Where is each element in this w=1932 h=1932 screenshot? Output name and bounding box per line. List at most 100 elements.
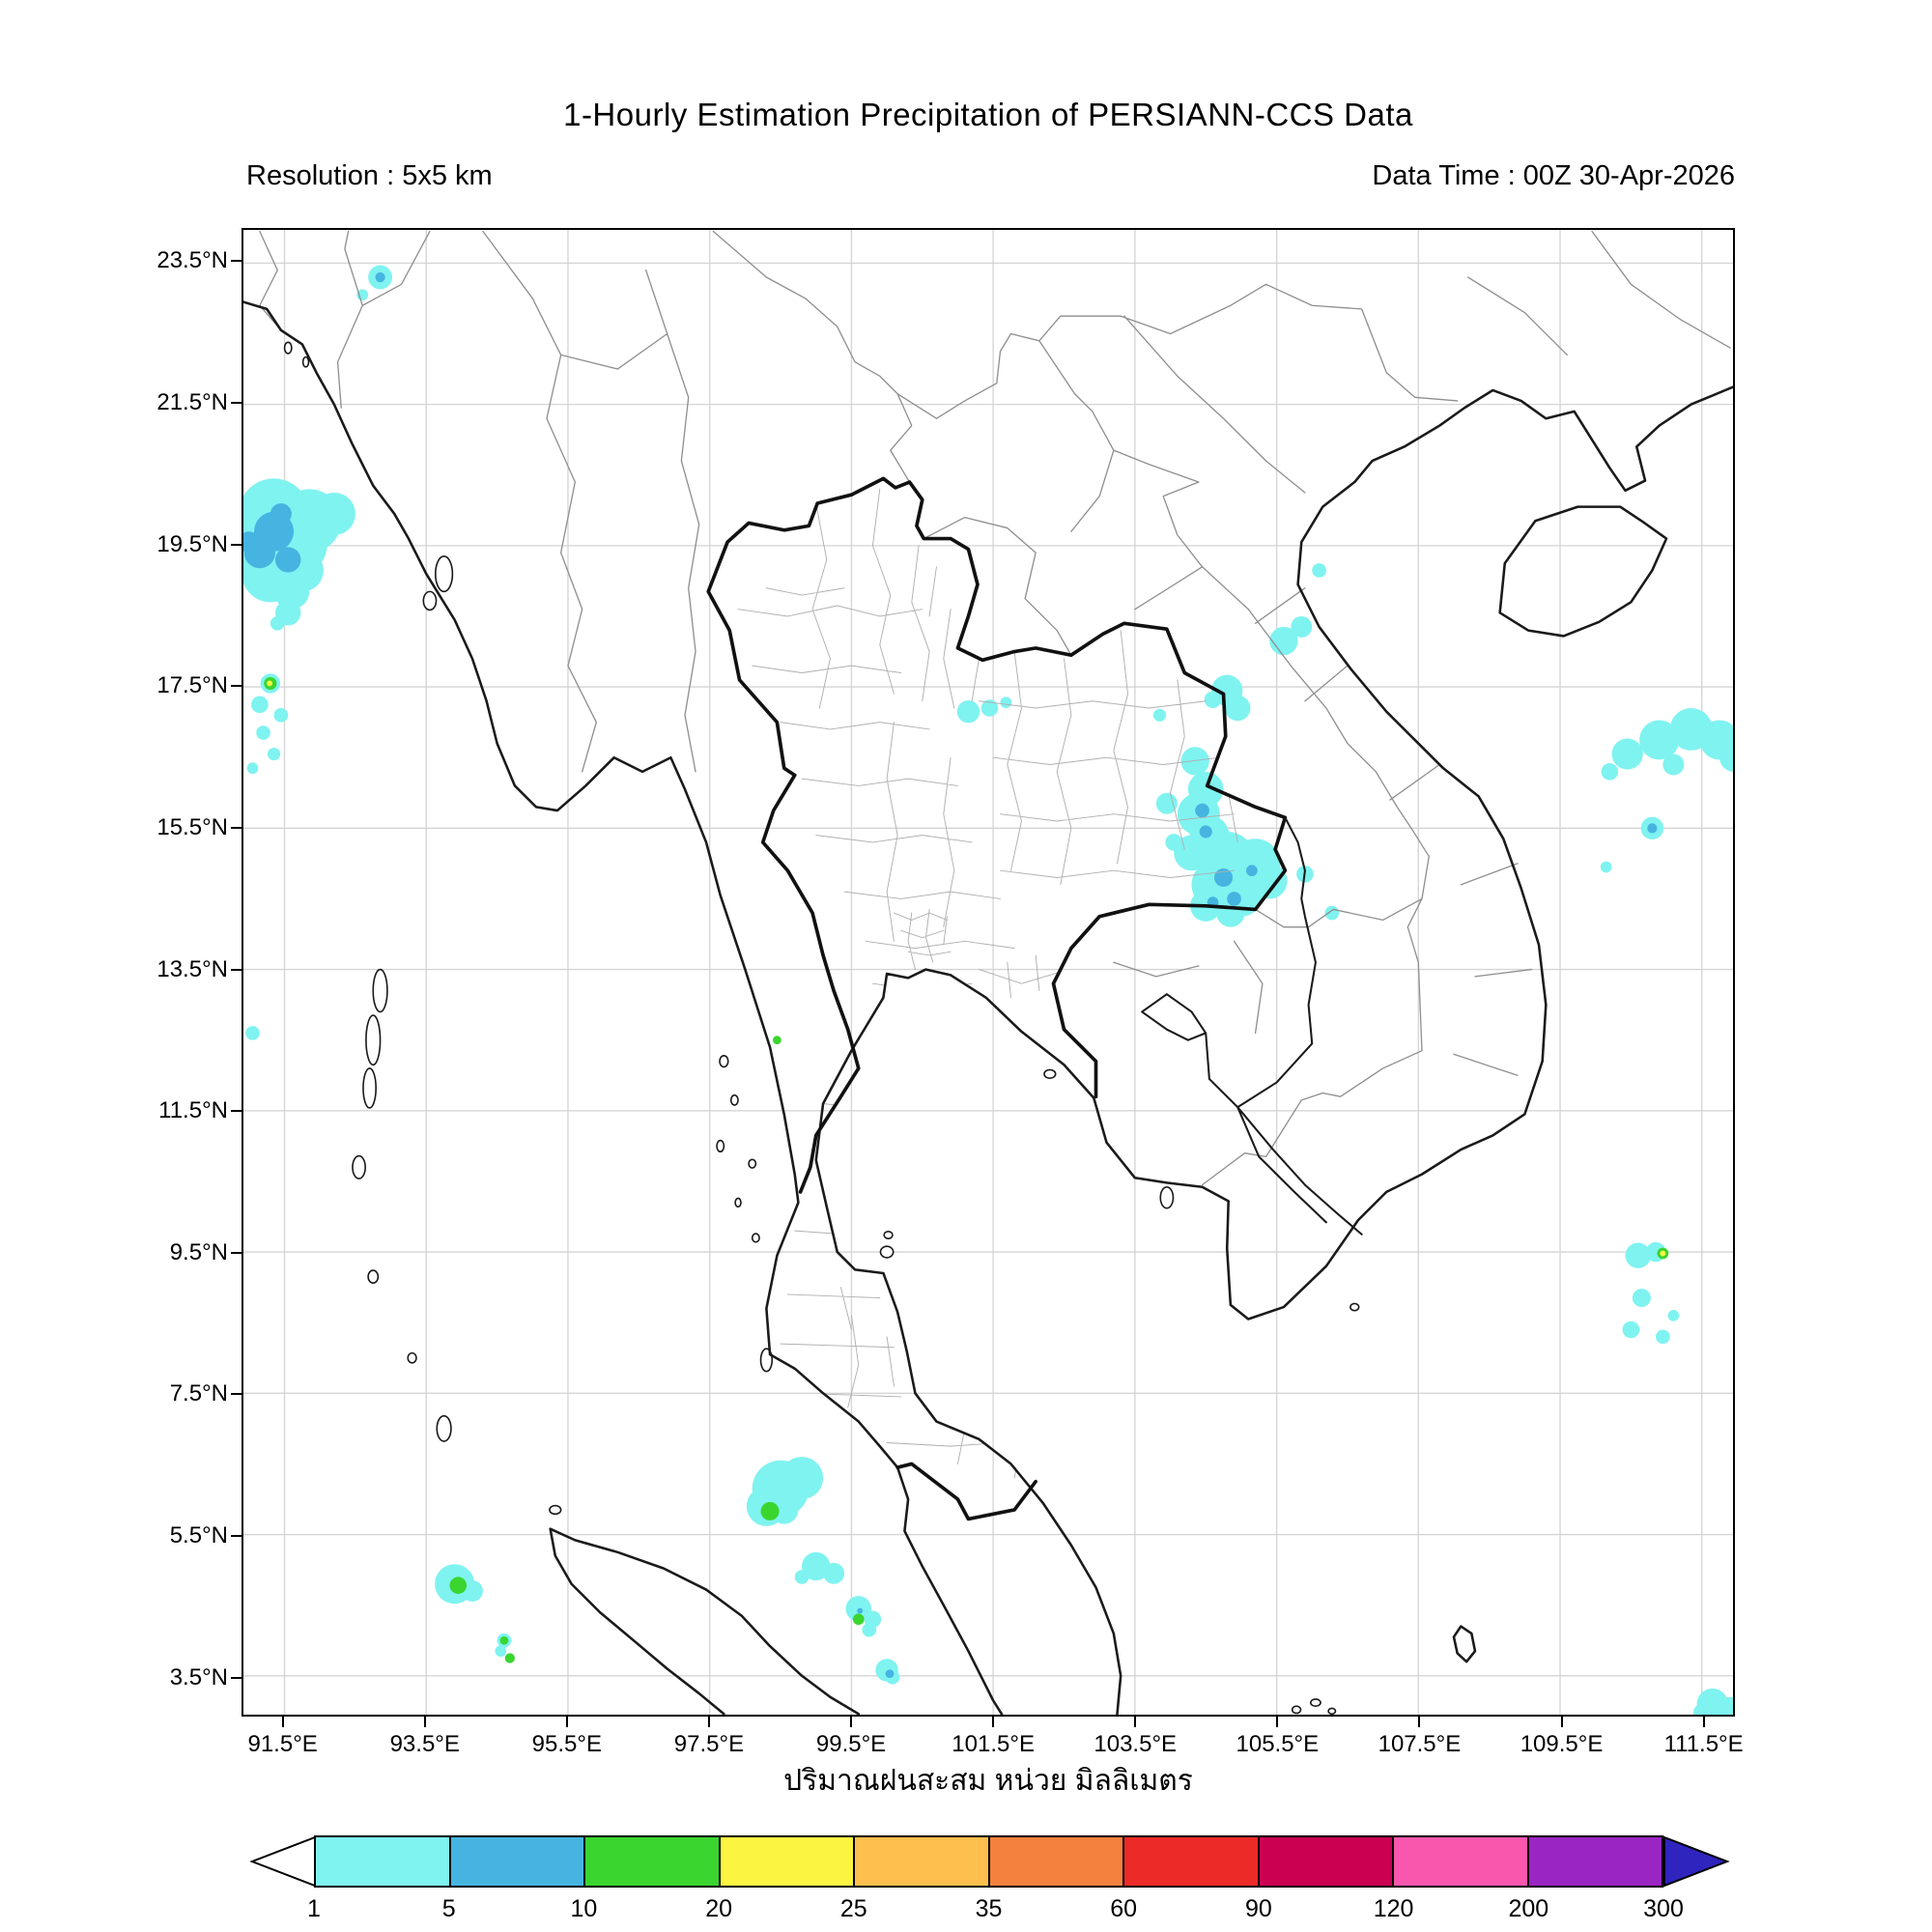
lat-tick-mark bbox=[231, 968, 242, 971]
lat-tick-label: 19.5°N bbox=[156, 530, 228, 557]
islands-layer bbox=[283, 341, 1360, 1715]
island bbox=[1291, 1705, 1302, 1715]
lon-tick-mark bbox=[707, 1717, 710, 1727]
thailand-province-borders bbox=[737, 488, 1238, 1479]
precip-patch bbox=[461, 1580, 483, 1603]
precip-patch bbox=[1692, 1704, 1711, 1715]
neighbor-admin-borders bbox=[259, 230, 1731, 1186]
precip-patch bbox=[256, 725, 270, 740]
lon-tick-mark bbox=[992, 1717, 995, 1727]
lat-tick-mark bbox=[231, 1110, 242, 1113]
map-svg bbox=[243, 230, 1733, 1715]
colorbar-left-arrow bbox=[249, 1835, 316, 1888]
lat-tick-label: 15.5°N bbox=[156, 813, 228, 840]
precip-patch bbox=[1227, 892, 1241, 906]
lat-tick-label: 3.5°N bbox=[169, 1663, 228, 1690]
map-plot-area bbox=[242, 228, 1735, 1717]
precip-patch bbox=[1214, 868, 1234, 888]
island bbox=[1043, 1068, 1057, 1079]
thailand-border-path bbox=[706, 476, 1288, 1521]
lon-tick-label: 111.5°E bbox=[1663, 1731, 1744, 1757]
colorbar-tick-label: 200 bbox=[1508, 1895, 1549, 1922]
colorbar-segment bbox=[450, 1837, 585, 1886]
lon-tick-label: 95.5°E bbox=[531, 1731, 602, 1757]
precip-patch bbox=[1622, 1321, 1640, 1339]
island bbox=[751, 1233, 760, 1243]
precip-patch bbox=[1639, 720, 1680, 760]
colorbar-tick-label: 5 bbox=[441, 1895, 456, 1922]
lon-tick-mark bbox=[1702, 1717, 1705, 1727]
precip-patch bbox=[1251, 863, 1288, 899]
colorbar-tick-label: 90 bbox=[1244, 1895, 1272, 1922]
colorbar-segment bbox=[855, 1837, 990, 1886]
thailand-provinces-layer bbox=[737, 488, 1238, 1479]
island bbox=[283, 341, 293, 355]
precip-patch bbox=[1195, 803, 1209, 818]
precip-patch bbox=[1719, 743, 1733, 772]
colorbar-segments bbox=[314, 1835, 1663, 1888]
lat-tick-label: 5.5°N bbox=[169, 1522, 228, 1549]
precip-patch bbox=[1165, 834, 1183, 851]
data-time-label: Data Time : 00Z 30-Apr-2026 bbox=[1372, 160, 1735, 191]
island bbox=[719, 1054, 729, 1068]
colorbar-right-arrow bbox=[1663, 1835, 1730, 1888]
precip-patch bbox=[857, 1607, 864, 1614]
lon-tick-mark bbox=[423, 1717, 426, 1727]
colorbar-caption: ปริมาณฝนสะสม หน่วย มิลลิเมตร bbox=[783, 1765, 1193, 1797]
lat-tick-mark bbox=[231, 543, 242, 546]
lon-tick-label: 99.5°E bbox=[815, 1731, 887, 1757]
colorbar-segment bbox=[1124, 1837, 1260, 1886]
lon-tick-label: 107.5°E bbox=[1378, 1731, 1462, 1757]
precip-patch bbox=[1204, 691, 1222, 709]
precip-patch bbox=[270, 502, 292, 525]
precip-patch bbox=[1601, 763, 1619, 781]
precip-patch bbox=[245, 1026, 260, 1040]
rivers-lakes-layer bbox=[1141, 816, 1363, 1236]
precip-patch bbox=[251, 696, 269, 714]
precip-patch bbox=[781, 1457, 824, 1499]
precip-patch bbox=[270, 615, 285, 631]
precip-patch bbox=[1225, 695, 1251, 722]
resolution-label: Resolution : 5x5 km bbox=[246, 160, 493, 191]
lon-tick-mark bbox=[1418, 1717, 1421, 1727]
neighbor-admin-layer bbox=[259, 230, 1731, 1186]
colorbar-tick-label: 25 bbox=[839, 1895, 867, 1922]
grid-layer bbox=[243, 230, 1733, 1715]
colorbar-tick-label: 1 bbox=[307, 1895, 321, 1922]
lat-tick-label: 21.5°N bbox=[156, 389, 228, 416]
lat-tick-mark bbox=[231, 402, 242, 405]
precip-patch bbox=[449, 1577, 468, 1594]
colorbar-segment bbox=[585, 1837, 721, 1886]
precip-patch bbox=[1667, 1310, 1680, 1321]
island bbox=[407, 1351, 417, 1364]
colorbar-tick-label: 35 bbox=[975, 1895, 1003, 1922]
island bbox=[729, 1094, 739, 1106]
lat-tick-mark bbox=[231, 1251, 242, 1254]
precip-patch bbox=[823, 1562, 845, 1584]
colorbar-segment bbox=[1528, 1837, 1662, 1886]
colorbar-segment bbox=[1259, 1837, 1394, 1886]
precip-patch bbox=[1312, 563, 1326, 578]
lon-tick-mark bbox=[281, 1717, 284, 1727]
island bbox=[372, 968, 388, 1013]
precip-patch bbox=[1611, 738, 1643, 770]
lon-tick-label: 105.5°E bbox=[1236, 1731, 1320, 1757]
island bbox=[367, 1269, 380, 1285]
island bbox=[734, 1197, 742, 1208]
colorbar-segment bbox=[720, 1837, 855, 1886]
colorbar-segment bbox=[1394, 1837, 1529, 1886]
precip-patch bbox=[760, 1501, 780, 1520]
island bbox=[883, 1231, 894, 1239]
coastline-layer bbox=[243, 300, 1733, 1715]
precip-patch bbox=[1324, 905, 1340, 921]
precip-patch bbox=[273, 708, 289, 723]
precipitation-layer bbox=[243, 265, 1733, 1715]
island bbox=[365, 1014, 382, 1066]
island bbox=[1309, 1698, 1321, 1708]
precip-patch bbox=[495, 1645, 507, 1658]
page-title: 1-Hourly Estimation Precipitation of PER… bbox=[563, 97, 1413, 132]
thailand-border-layer bbox=[706, 476, 1288, 1521]
lat-tick-mark bbox=[231, 1676, 242, 1679]
coastline-path bbox=[243, 300, 1733, 1715]
